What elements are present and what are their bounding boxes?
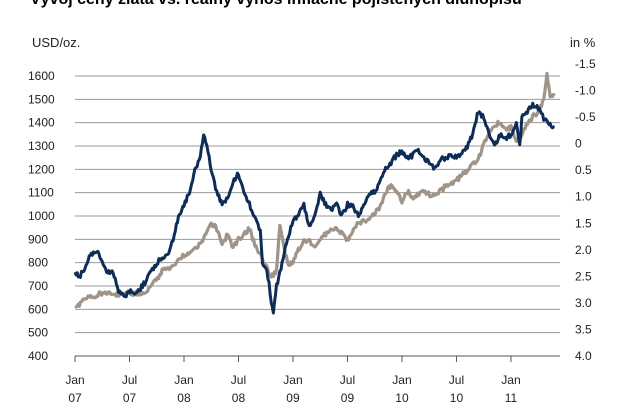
left-axis-unit: USD/oz.	[32, 35, 81, 50]
x-tick-month: Jul	[122, 373, 137, 387]
left-axis: 400 500 600 700 800 900 1000 1100 1200 1300 1400 15…	[28, 69, 55, 363]
right-tick-label: 1.5	[575, 216, 592, 230]
x-tick-month: Jan	[283, 373, 302, 387]
left-tick-label: 1300	[28, 139, 55, 153]
left-tick-label: 600	[28, 302, 48, 316]
left-tick-label: 700	[28, 279, 48, 293]
right-tick-label: 2.5	[575, 269, 592, 283]
x-tick-year: 07	[68, 391, 82, 405]
right-axis-unit: in %	[570, 35, 596, 50]
x-tick-month: Jan	[65, 373, 84, 387]
left-tick-label: 800	[28, 256, 48, 270]
x-tick-month: Jan	[174, 373, 193, 387]
right-tick-label: 0	[575, 137, 582, 151]
right-tick-label: 1.0	[575, 190, 592, 204]
grid	[75, 75, 560, 357]
x-tick-month: Jan	[392, 373, 411, 387]
x-tick-month: Jul	[340, 373, 355, 387]
x-tick-year: 09	[286, 391, 300, 405]
real-yield-line	[74, 71, 556, 309]
right-tick-label: 3.5	[575, 322, 592, 336]
left-tick-label: 1400	[28, 116, 55, 130]
series	[73, 71, 556, 315]
left-tick-label: 900	[28, 232, 48, 246]
left-tick-label: 1000	[28, 209, 55, 223]
left-tick-label: 1200	[28, 162, 55, 176]
gold-price-line	[73, 101, 555, 315]
right-tick-label: 2.0	[575, 243, 592, 257]
x-tick-year: 08	[177, 391, 191, 405]
right-tick-label: -1.0	[575, 84, 596, 98]
x-tick-year: 10	[395, 391, 409, 405]
right-axis: -1.5 -1.0 -0.5 0 0.5 1.0 1.5 2.0 2.5 3.0 3.5 4.0	[575, 57, 596, 363]
left-tick-label: 1600	[28, 69, 55, 83]
x-axis: Jan 07 Jul 07 Jan 08 Jul 08 Jan 09 Jul 09 Jan 10 Jul 10…	[65, 355, 560, 405]
x-tick-month: Jul	[449, 373, 464, 387]
right-tick-label: 0.5	[575, 163, 592, 177]
x-tick-year: 07	[123, 391, 137, 405]
left-tick-label: 500	[28, 326, 48, 340]
right-tick-label: -0.5	[575, 110, 596, 124]
x-tick-month: Jul	[231, 373, 246, 387]
x-tick-year: 08	[232, 391, 246, 405]
right-tick-label: 3.0	[575, 296, 592, 310]
x-tick-year: 11	[505, 391, 518, 405]
right-tick-label: -1.5	[575, 57, 596, 71]
right-tick-label: 4.0	[575, 349, 592, 363]
left-tick-label: 1500	[28, 92, 55, 106]
chart-title: Vývoj ceny zlata vs. reálný výnos inflač…	[30, 0, 522, 9]
x-tick-year: 10	[450, 391, 464, 405]
x-tick-year: 09	[341, 391, 355, 405]
left-tick-label: 1100	[28, 186, 54, 200]
x-tick-month: Jan	[501, 373, 520, 387]
left-tick-label: 400	[28, 349, 48, 363]
